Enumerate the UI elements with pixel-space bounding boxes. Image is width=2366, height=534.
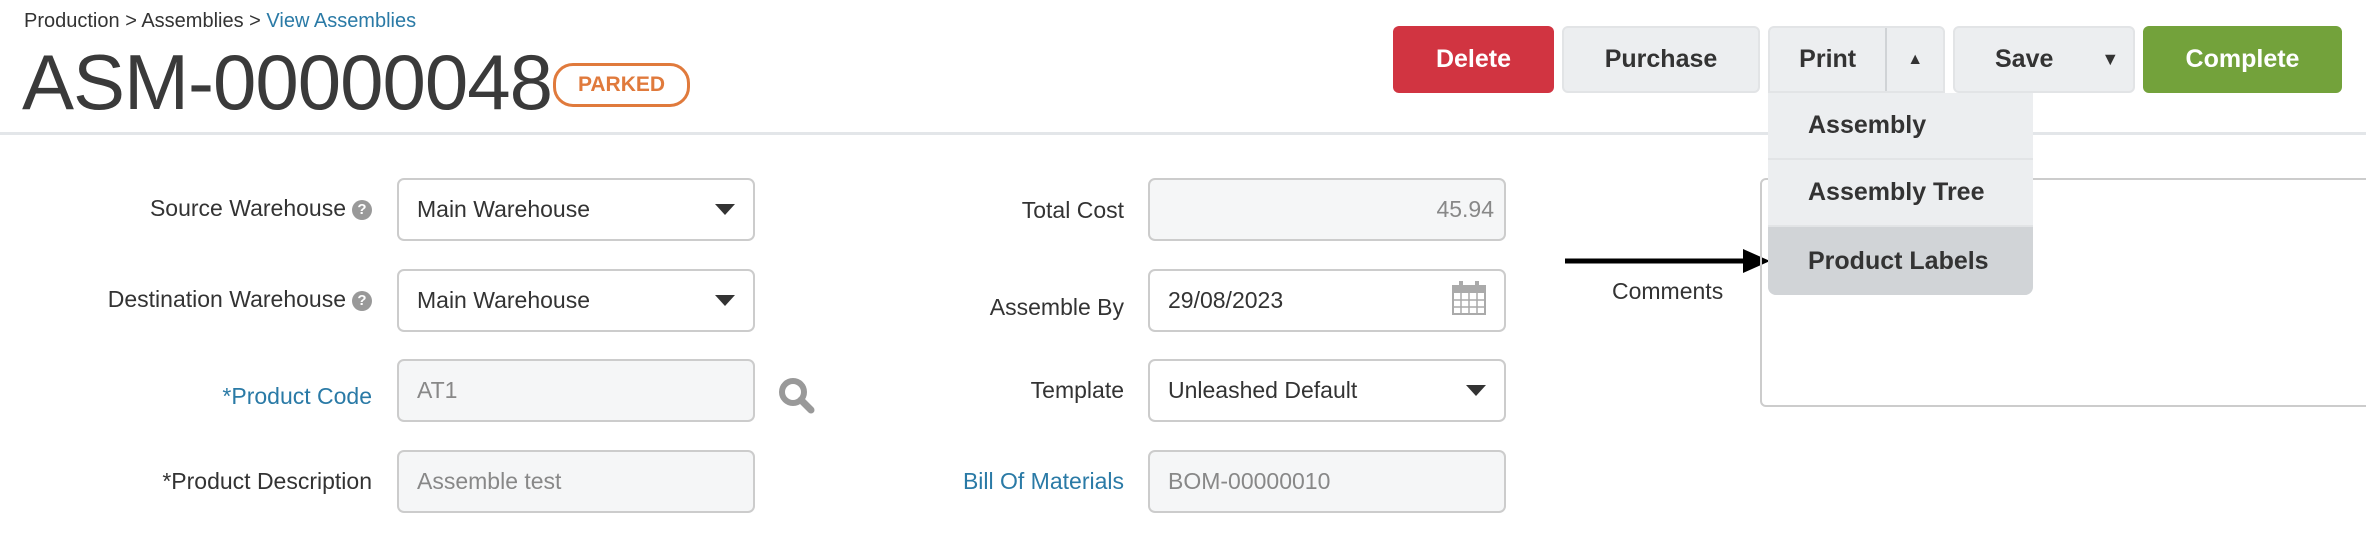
source-warehouse-select[interactable]: Main Warehouse	[397, 178, 755, 241]
dropdown-arrow-icon	[715, 204, 735, 215]
save-button-group[interactable]: Save ▼	[1953, 26, 2135, 93]
print-menu-item-assembly[interactable]: Assembly	[1768, 93, 2033, 160]
print-button[interactable]: Print	[1799, 45, 1857, 73]
template-select[interactable]: Unleashed Default	[1148, 359, 1506, 422]
dropdown-arrow-icon	[1466, 385, 1486, 396]
status-badge: PARKED	[553, 63, 690, 107]
assemble-by-label: Assemble By	[989, 294, 1124, 320]
product-description-label: *Product Description	[162, 468, 372, 494]
product-description-input[interactable]: Assemble test	[397, 450, 755, 513]
comments-label: Comments	[1612, 278, 1724, 304]
arrow-annotation-icon	[1565, 249, 1770, 273]
destination-warehouse-select[interactable]: Main Warehouse	[397, 269, 755, 332]
bill-of-materials-input: BOM-00000010	[1148, 450, 1506, 513]
caret-down-icon[interactable]: ▼	[2101, 49, 2120, 69]
breadcrumb: Production > Assemblies > View Assemblie…	[24, 10, 416, 33]
save-button[interactable]: Save	[1995, 45, 2054, 73]
help-icon[interactable]: ?	[352, 200, 372, 220]
delete-button[interactable]: Delete	[1393, 26, 1554, 93]
bill-of-materials-label[interactable]: Bill Of Materials	[962, 468, 1124, 494]
template-label: Template	[1030, 377, 1124, 403]
product-code-label[interactable]: *Product Code	[222, 383, 372, 409]
dropdown-arrow-icon	[715, 295, 735, 306]
total-cost-input: 45.94	[1148, 178, 1506, 241]
complete-button[interactable]: Complete	[2143, 26, 2342, 93]
page-title: ASM-00000048	[22, 38, 553, 126]
breadcrumb-production[interactable]: Production	[24, 10, 120, 32]
print-button-group: Print ▲	[1768, 26, 1945, 93]
breadcrumb-assemblies[interactable]: Assemblies	[141, 10, 244, 32]
search-icon[interactable]	[777, 376, 817, 416]
calendar-icon[interactable]	[1452, 280, 1486, 322]
help-icon[interactable]: ?	[352, 291, 372, 311]
destination-warehouse-label: Destination Warehouse?	[108, 286, 372, 313]
header-divider	[0, 132, 2366, 135]
purchase-button[interactable]: Purchase	[1562, 26, 1760, 93]
print-dropdown-menu: Assembly Assembly Tree Product Labels	[1768, 93, 2033, 295]
breadcrumb-view-assemblies[interactable]: View Assemblies	[266, 10, 417, 32]
total-cost-label: Total Cost	[1021, 197, 1124, 223]
print-menu-item-assembly-tree[interactable]: Assembly Tree	[1768, 160, 2033, 227]
comments-textarea[interactable]	[1760, 178, 2366, 407]
breadcrumb-separator: >	[249, 10, 261, 32]
breadcrumb-separator: >	[125, 10, 137, 32]
print-menu-item-product-labels[interactable]: Product Labels	[1768, 227, 2033, 295]
product-code-input[interactable]: AT1	[397, 359, 755, 422]
assemble-by-date-input[interactable]: 29/08/2023	[1148, 269, 1506, 332]
caret-up-icon: ▲	[1907, 50, 1924, 68]
source-warehouse-label: Source Warehouse?	[150, 195, 372, 222]
print-dropdown-toggle[interactable]: ▲	[1885, 28, 1943, 91]
